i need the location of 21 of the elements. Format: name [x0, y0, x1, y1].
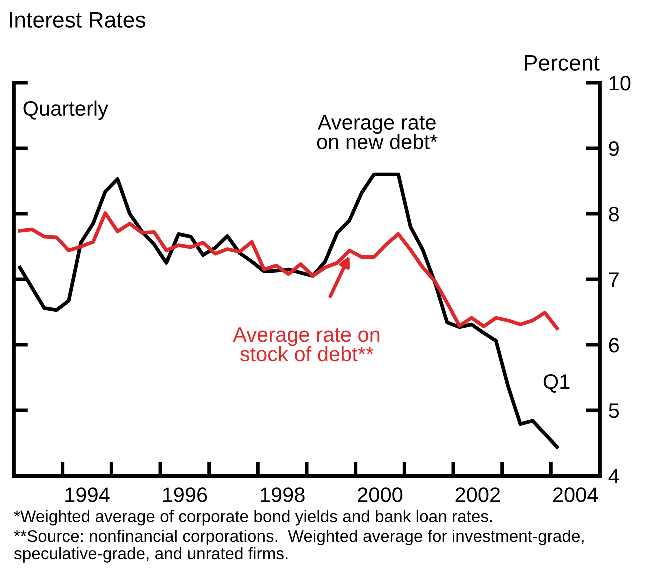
text: Average rate on stock of debt** [233, 328, 380, 362]
y-tick-label: 7 [609, 272, 619, 288]
y-axis-title: Percent [525, 55, 600, 71]
chart-title: Interest Rates [10, 12, 146, 28]
x-tick-label: 1996 [163, 488, 208, 502]
y-tick-label: 9 [609, 142, 619, 156]
text: Average rate on new debt* [317, 115, 438, 150]
annotation: Q1 [544, 374, 570, 393]
y-tick-label: 6 [609, 338, 620, 353]
x-tick-label: 2002 [456, 488, 500, 502]
text: **Source: nonfinancial corporations. Weighted average for investment-grade, speculative-grade, and unrated firms. [14, 530, 584, 563]
y-tick-label: 5 [609, 404, 620, 418]
y-tick-label: 10 [610, 76, 631, 91]
x-tick-label: 2004 [553, 488, 598, 502]
x-tick-label: 1998 [261, 488, 305, 502]
x-tick-label: 2000 [358, 488, 403, 502]
y-tick-label: 8 [609, 207, 620, 222]
annotation: Quarterly [24, 100, 108, 120]
y-tick-label: 4 [608, 469, 620, 484]
text: *Weighted average of corporate bond yields and bank loan rates. [14, 510, 492, 526]
x-tick-label: 1994 [66, 488, 110, 502]
